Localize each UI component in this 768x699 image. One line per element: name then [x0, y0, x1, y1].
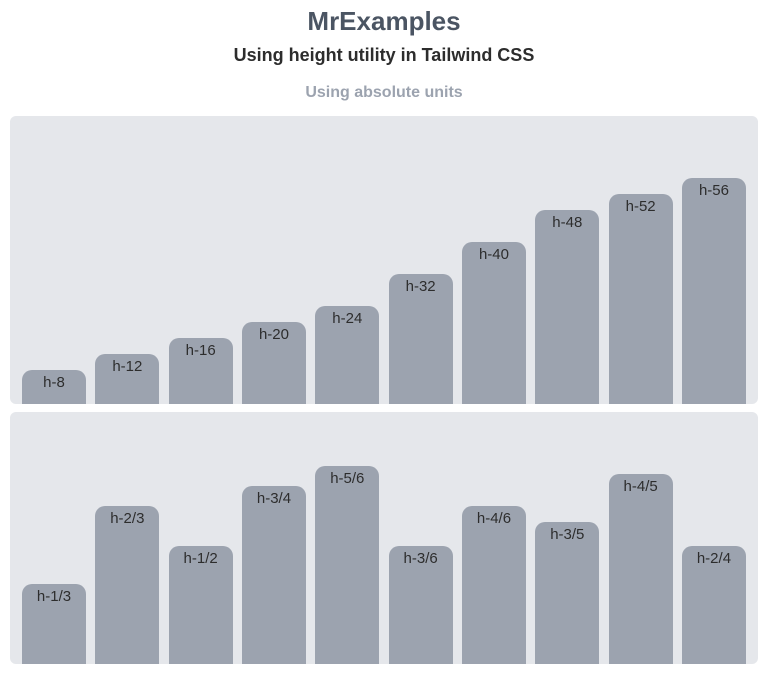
bar-abs-5: h-32	[389, 274, 453, 404]
bar-label: h-1/3	[37, 588, 71, 605]
bar-frac-6: h-4/6	[462, 506, 526, 664]
bar-abs-4: h-24	[315, 306, 379, 404]
bar-label: h-12	[112, 358, 142, 375]
bar-label: h-3/5	[550, 526, 584, 543]
bar-frac-1: h-2/3	[95, 506, 159, 664]
bar-label: h-16	[186, 342, 216, 359]
bar-abs-9: h-56	[682, 178, 746, 404]
bar-label: h-4/6	[477, 510, 511, 527]
bar-frac-7: h-3/5	[535, 522, 599, 664]
page-title: MrExamples	[0, 6, 768, 37]
bar-abs-1: h-12	[95, 354, 159, 404]
page-subtitle: Using height utility in Tailwind CSS	[0, 45, 768, 66]
bar-abs-6: h-40	[462, 242, 526, 404]
bar-abs-0: h-8	[22, 370, 86, 404]
bar-abs-8: h-52	[609, 194, 673, 404]
page-caption: Using absolute units	[0, 84, 768, 102]
bar-frac-4: h-5/6	[315, 466, 379, 664]
bar-label: h-48	[552, 214, 582, 231]
bar-label: h-2/4	[697, 550, 731, 567]
bar-label: h-2/3	[110, 510, 144, 527]
bar-abs-3: h-20	[242, 322, 306, 404]
bar-abs-2: h-16	[169, 338, 233, 404]
bar-frac-3: h-3/4	[242, 486, 306, 664]
bar-frac-0: h-1/3	[22, 584, 86, 664]
bar-frac-5: h-3/6	[389, 546, 453, 664]
bar-label: h-20	[259, 326, 289, 343]
bar-label: h-8	[43, 374, 65, 391]
bar-label: h-32	[406, 278, 436, 295]
bar-label: h-5/6	[330, 470, 364, 487]
bar-abs-7: h-48	[535, 210, 599, 404]
bar-label: h-40	[479, 246, 509, 263]
bar-label: h-3/6	[404, 550, 438, 567]
bar-label: h-52	[626, 198, 656, 215]
bar-label: h-4/5	[624, 478, 658, 495]
bar-frac-9: h-2/4	[682, 546, 746, 664]
bar-label: h-56	[699, 182, 729, 199]
bar-frac-8: h-4/5	[609, 474, 673, 664]
chart-fraction-units: h-1/3 h-2/3 h-1/2 h-3/4 h-5/6 h-3/6 h-4/6 h-3/5…	[10, 412, 758, 664]
bar-label: h-3/4	[257, 490, 291, 507]
bar-frac-2: h-1/2	[169, 546, 233, 664]
chart-absolute-units: h-8 h-12 h-16 h-20 h-24 h-32 h-40 h-48 h-52 h-56	[10, 116, 758, 404]
bar-label: h-24	[332, 310, 362, 327]
bar-label: h-1/2	[184, 550, 218, 567]
